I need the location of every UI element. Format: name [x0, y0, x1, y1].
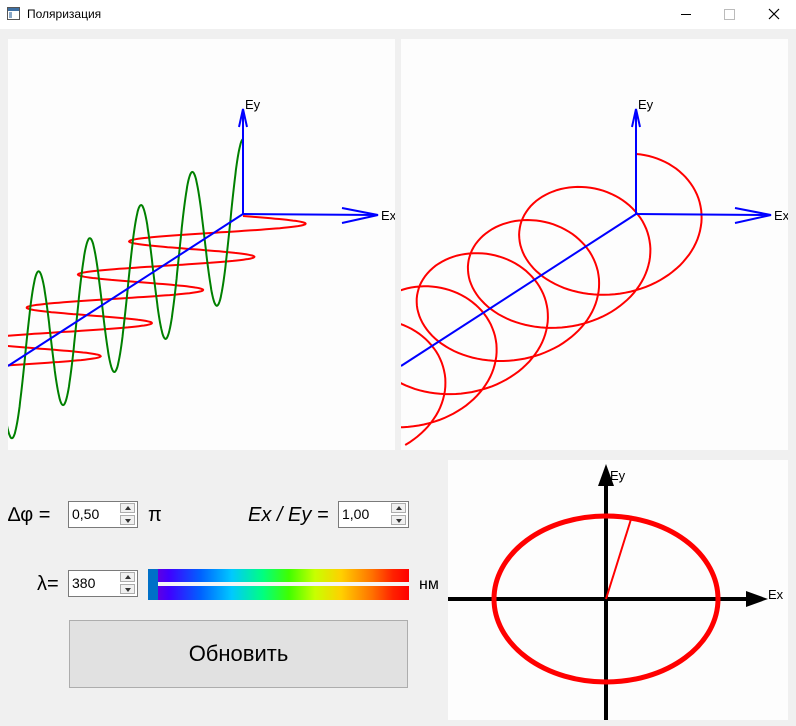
delta-phi-spinbox[interactable]: 0,50: [68, 501, 138, 528]
wave-y-curve: [8, 138, 244, 440]
ex-axis-arrow: [746, 591, 768, 607]
wavelength-slider[interactable]: [148, 569, 409, 600]
delta-phi-unit: π: [148, 504, 162, 526]
ey-axis-arrow: [238, 108, 248, 128]
wavelength-unit: нм: [419, 576, 439, 593]
wavelength-value[interactable]: 380: [72, 575, 96, 591]
delta-phi-value[interactable]: 0,50: [72, 506, 100, 522]
wave-3d-plot-left: Ey Ex: [8, 97, 395, 440]
amplitude-ratio-up-button[interactable]: [391, 503, 406, 513]
ey-axis-label: Ey: [610, 468, 626, 483]
title-bar: Поляризация: [0, 0, 796, 29]
ex-axis-label: Ex: [381, 208, 395, 223]
amplitude-ratio-down-button[interactable]: [391, 515, 406, 525]
field-vector: [605, 515, 633, 600]
app-window-icon: [7, 7, 20, 20]
minimize-icon[interactable]: [658, 0, 704, 29]
ellipse-2d-plot: Ex Ey: [448, 464, 784, 720]
wavelength-down-button[interactable]: [120, 584, 135, 594]
polarization-ellipse: [491, 513, 721, 685]
wavelength-up-button[interactable]: [120, 572, 135, 582]
wavelength-spinbox[interactable]: 380: [68, 570, 138, 597]
wave-3d-panel-left[interactable]: Ey Ex: [8, 39, 395, 450]
maximize-icon[interactable]: [704, 0, 750, 29]
close-icon[interactable]: [750, 0, 796, 29]
wave-3d-panel-right[interactable]: Ey Ex: [401, 39, 788, 450]
ex-axis: [635, 213, 772, 216]
update-button[interactable]: Обновить: [69, 620, 408, 688]
delta-phi-up-button[interactable]: [120, 503, 135, 513]
ex-axis: [242, 213, 379, 216]
wave-3d-plot-right: Ey Ex: [401, 97, 788, 446]
propagation-axis: [8, 213, 244, 367]
ex-axis-label: Ex: [768, 587, 784, 602]
amplitude-ratio-value[interactable]: 1,00: [342, 506, 370, 522]
ex-axis-label: Ex: [774, 208, 788, 223]
amplitude-ratio-label: Ex / Ey =: [248, 504, 329, 526]
ey-axis-arrow: [598, 464, 614, 486]
ey-axis-label: Ey: [245, 97, 261, 112]
window-title: Поляризация: [27, 7, 102, 21]
ex-axis-arrow: [734, 207, 772, 224]
ellipse-2d-panel[interactable]: Ex Ey: [448, 460, 788, 720]
slider-track: [158, 582, 409, 586]
ey-axis-arrow: [631, 108, 641, 128]
slider-handle[interactable]: [148, 569, 158, 600]
delta-phi-down-button[interactable]: [120, 515, 135, 525]
ex-axis-arrow: [341, 207, 379, 224]
ey-axis-label: Ey: [638, 97, 654, 112]
delta-phi-label: ∆φ =: [8, 504, 51, 526]
propagation-axis: [401, 213, 637, 367]
wavelength-label: λ=: [37, 573, 59, 595]
amplitude-ratio-spinbox[interactable]: 1,00: [338, 501, 409, 528]
polarization-helix: [401, 153, 703, 446]
